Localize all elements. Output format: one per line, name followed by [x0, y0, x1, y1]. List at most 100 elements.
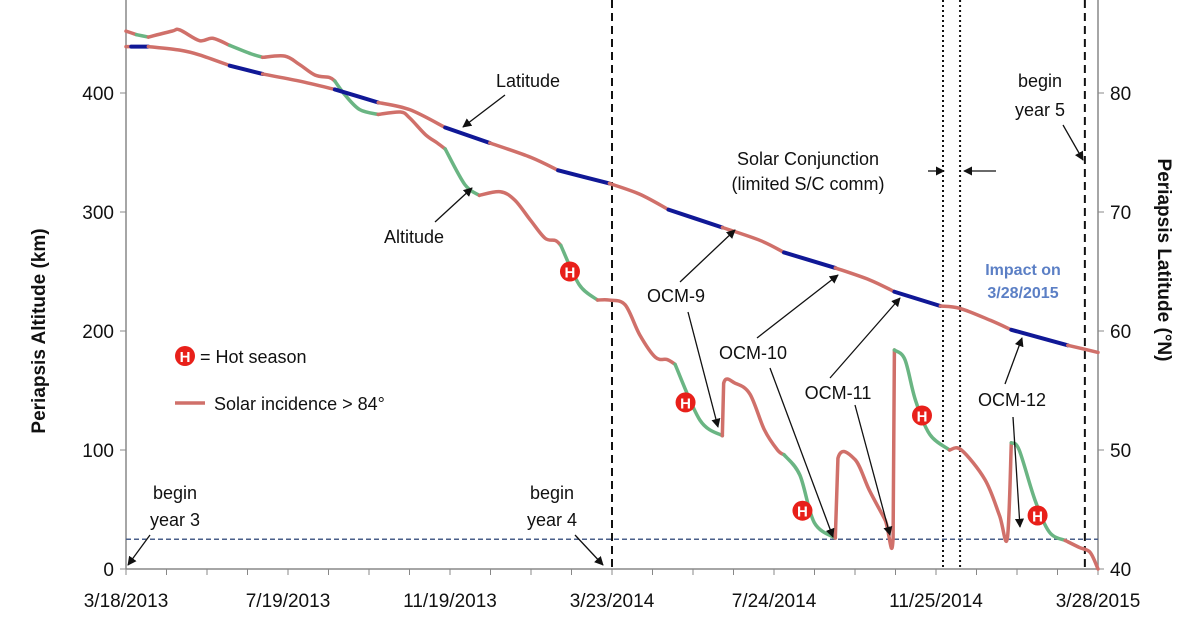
label-ocm9: OCM-9 [647, 286, 705, 306]
hot-season-marker-label: H [797, 504, 808, 521]
latitude-line-segment [938, 304, 1014, 332]
annotation-arrow [679, 229, 736, 283]
label-year4-a: begin [530, 483, 574, 503]
altitude-line-segment [559, 243, 600, 302]
altitude-line-segment [477, 189, 563, 248]
altitude-line-segment [228, 43, 265, 60]
hot-season-marker-label: H [680, 395, 691, 412]
hot-season-marker-label: H [917, 408, 928, 425]
x-tick-label: 11/25/2014 [889, 591, 983, 612]
altitude-line-segment [1009, 441, 1067, 543]
legend-hot-symbol: H [180, 349, 191, 366]
label-year5-b: year 5 [1015, 100, 1065, 120]
annotation-arrow [769, 367, 835, 538]
y-right-tick-label: 80 [1110, 84, 1131, 105]
x-tick-label: 3/28/2015 [1056, 591, 1141, 612]
annotation-arrow [127, 534, 151, 566]
altitude-line-segment [333, 79, 380, 117]
legend-hot-marker [175, 346, 195, 366]
x-tick-label: 7/24/2014 [732, 591, 817, 612]
annotation-arrow [829, 297, 901, 379]
annotation-arrow [1004, 337, 1024, 385]
altitude-line-segment [947, 441, 1014, 543]
legend-solar-label: Solar incidence > 84° [214, 394, 385, 414]
label-ocm12: OCM-12 [978, 390, 1046, 410]
annotation-arrow [434, 187, 473, 223]
latitude-line-segment [443, 125, 492, 145]
axes: 0 100 200 300 400 40 50 60 70 80 3/18/2013 7/19/201… [82, 0, 1140, 612]
annotation-arrow [756, 274, 839, 339]
label-year5-a: begin [1018, 71, 1062, 91]
legend: H = Hot season Solar incidence > 84° [175, 346, 385, 414]
label-ocm11: OCM-11 [805, 383, 872, 403]
label-year3-b: year 3 [150, 510, 200, 530]
annotation-arrow [462, 94, 506, 128]
x-tick-label: 3/18/2013 [84, 591, 169, 612]
latitude-line-segment [1009, 327, 1070, 348]
altitude-line-segment [134, 32, 151, 39]
latitude-line-segment [782, 250, 838, 270]
y-right-tick-label: 60 [1110, 322, 1131, 343]
hot-season-marker [1027, 505, 1048, 526]
y-right-tick-label: 70 [1110, 203, 1131, 224]
y-left-tick-label: 100 [82, 441, 114, 462]
latitude-line-segment [833, 266, 897, 294]
annotation-arrow [687, 311, 721, 428]
label-ocm10: OCM-10 [719, 343, 787, 363]
label-year4-b: year 4 [527, 510, 577, 530]
latitude-line-segment [892, 289, 943, 309]
latitude-line-segment [1066, 343, 1100, 355]
label-conjunction-1: Solar Conjunction [737, 149, 879, 169]
latitude-line-segment [556, 168, 612, 186]
y-axis-right-title: Periapsis Latitude (°N) [1153, 159, 1174, 362]
hot-season-marker [911, 405, 932, 426]
hot-season-marker-label: H [1032, 508, 1043, 525]
y-left-tick-label: 400 [82, 84, 114, 105]
hot-season-marker [675, 392, 696, 413]
altitude-line-segment [892, 348, 952, 452]
y-right-tick-label: 40 [1110, 560, 1131, 581]
latitude-line-segment [607, 181, 671, 212]
latitude-line-segment [488, 141, 560, 173]
altitude-line-segment [595, 297, 677, 367]
reference-lines [126, 0, 1098, 569]
x-tick-label: 7/19/2013 [246, 591, 331, 612]
hot-season-markers: H H H H H [559, 261, 1048, 526]
latitude-line-segment [146, 44, 232, 68]
y-left-tick-label: 300 [82, 203, 114, 224]
annotation-arrow [854, 404, 893, 536]
hot-season-marker-label: H [565, 265, 576, 282]
altitude-line-segment [833, 348, 897, 550]
x-tick-label: 3/23/2014 [570, 591, 655, 612]
annotation-arrow [1012, 416, 1025, 528]
label-impact-1: Impact on [985, 262, 1061, 279]
latitude-line-segment [376, 100, 447, 130]
latitude-line-segment [227, 63, 265, 76]
y-axis-left-title: Periapsis Altitude (km) [29, 228, 50, 433]
label-altitude: Altitude [384, 227, 444, 247]
annotations: Latitude Altitude OCM-9 OCM-10 OCM-11 OC… [127, 71, 1084, 566]
legend-hot-label: = Hot season [200, 347, 307, 367]
label-year3-a: begin [153, 483, 197, 503]
label-conjunction-2: (limited S/C comm) [731, 174, 884, 194]
altitude-line-segment [1063, 538, 1100, 571]
annotation-arrow [574, 534, 604, 566]
label-impact-2: 3/28/2015 [987, 285, 1058, 302]
altitude-line-segment [720, 377, 786, 457]
latitude-line-segment [332, 87, 381, 105]
latitude-line-segment [260, 72, 337, 92]
y-left-tick-label: 200 [82, 322, 114, 343]
series-lines [124, 27, 1100, 571]
x-tick-label: 11/19/2013 [403, 591, 497, 612]
y-left-tick-label: 0 [103, 560, 114, 581]
y-right-tick-label: 50 [1110, 441, 1131, 462]
hot-season-marker [559, 261, 580, 282]
hot-season-marker [792, 500, 813, 521]
label-latitude: Latitude [496, 71, 560, 91]
altitude-line-segment [260, 54, 337, 83]
altitude-line-segment [376, 110, 447, 151]
altitude-line-segment [673, 362, 725, 438]
latitude-line-segment [720, 225, 786, 255]
annotation-arrow [1062, 124, 1084, 161]
